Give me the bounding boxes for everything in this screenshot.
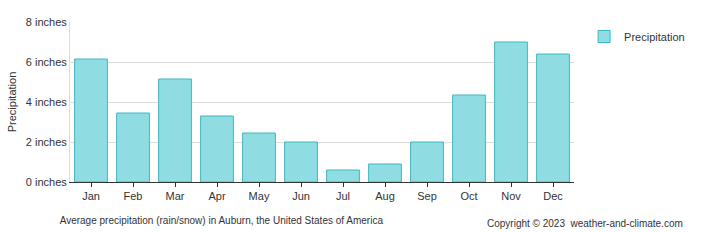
- svg-text:Apr: Apr: [208, 190, 225, 202]
- svg-text:6 inches: 6 inches: [26, 56, 67, 68]
- svg-text:Jul: Jul: [336, 190, 350, 202]
- svg-text:Feb: Feb: [124, 190, 143, 202]
- svg-text:0 inches: 0 inches: [26, 176, 67, 188]
- svg-text:Copyright © 2023 weather-and-: Copyright © 2023 weather-and-climate.com: [487, 218, 683, 229]
- svg-text:Oct: Oct: [460, 190, 477, 202]
- svg-text:Sep: Sep: [417, 190, 437, 202]
- svg-text:Nov: Nov: [501, 190, 521, 202]
- svg-text:Jun: Jun: [292, 190, 310, 202]
- svg-text:Aug: Aug: [375, 190, 395, 202]
- svg-text:8 inches: 8 inches: [26, 16, 67, 28]
- svg-text:Precipitation: Precipitation: [6, 72, 18, 133]
- svg-text:Precipitation: Precipitation: [624, 31, 685, 43]
- svg-text:Average precipitation (rain/sn: Average precipitation (rain/snow) in Aub…: [60, 215, 384, 226]
- svg-text:2 inches: 2 inches: [26, 136, 67, 148]
- svg-text:4 inches: 4 inches: [26, 96, 67, 108]
- svg-text:Jan: Jan: [82, 190, 100, 202]
- svg-text:May: May: [249, 190, 270, 202]
- svg-text:Dec: Dec: [543, 190, 563, 202]
- svg-text:Mar: Mar: [166, 190, 185, 202]
